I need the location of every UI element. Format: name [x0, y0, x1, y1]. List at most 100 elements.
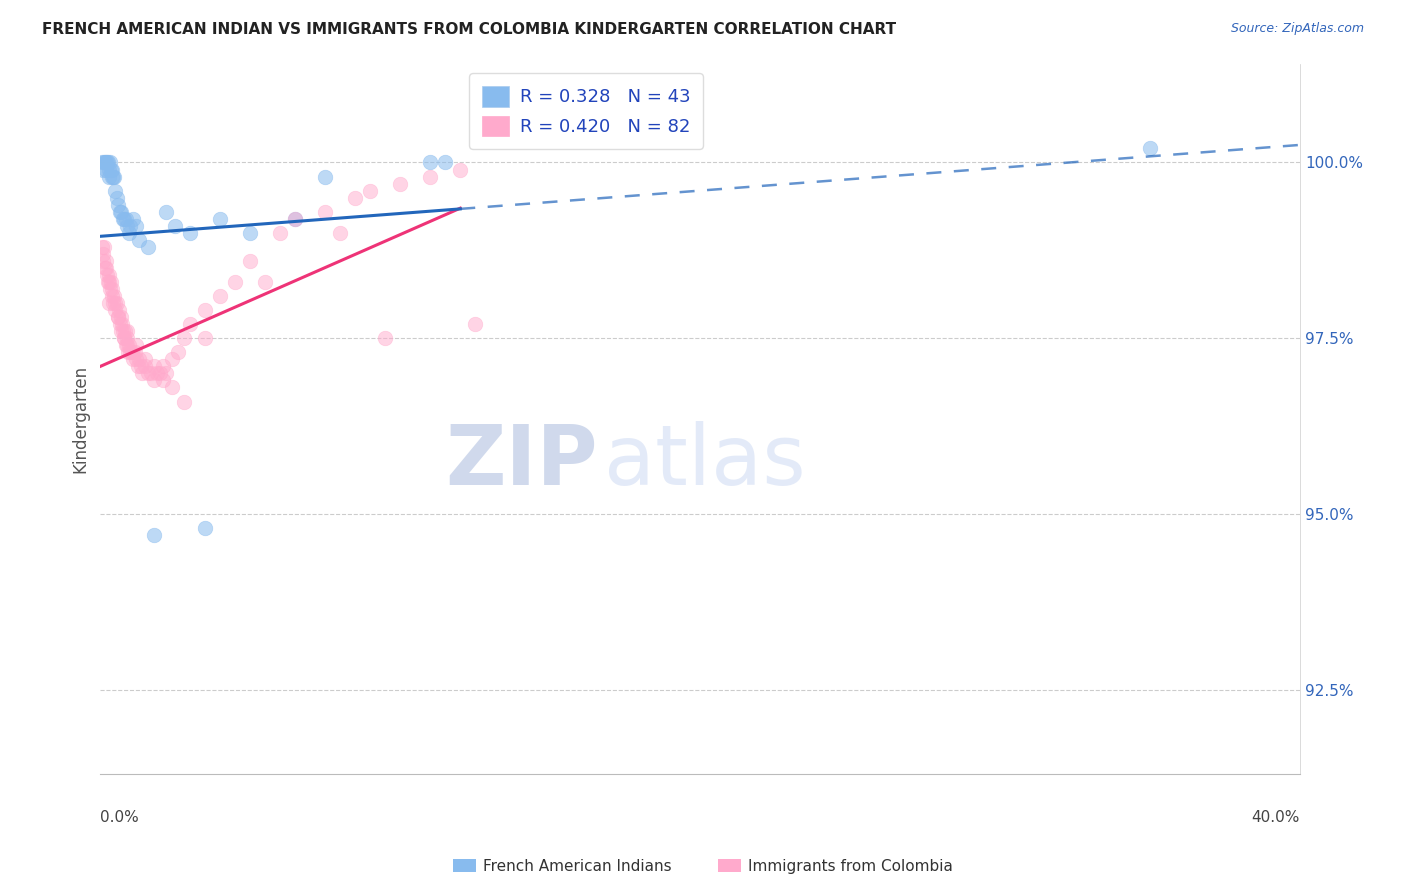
Point — [134, 359, 156, 374]
Point — [419, 155, 441, 169]
Point — [105, 296, 128, 310]
Point — [209, 211, 232, 226]
Point — [108, 204, 131, 219]
Point — [269, 226, 291, 240]
Point — [138, 367, 160, 381]
Point — [124, 345, 146, 359]
Point — [374, 331, 396, 345]
Point — [104, 303, 127, 318]
Point — [104, 184, 127, 198]
Point — [100, 169, 122, 184]
Point — [98, 282, 121, 296]
Point — [94, 254, 117, 268]
Point — [143, 359, 166, 374]
Point — [91, 247, 114, 261]
Point — [129, 359, 152, 374]
Text: 0.0%: 0.0% — [100, 810, 139, 824]
Point — [93, 155, 115, 169]
Point — [90, 240, 112, 254]
Point — [100, 275, 122, 289]
Point — [359, 184, 381, 198]
Point — [97, 268, 120, 282]
Point — [118, 226, 141, 240]
Point — [110, 324, 132, 338]
Point — [128, 352, 150, 367]
Point — [98, 155, 121, 169]
Point — [112, 211, 135, 226]
Point — [110, 204, 132, 219]
Point — [101, 282, 124, 296]
Point — [434, 155, 457, 169]
Y-axis label: Kindergarten: Kindergarten — [72, 365, 89, 473]
Point — [101, 169, 124, 184]
Point — [117, 338, 139, 352]
Point — [179, 226, 201, 240]
Text: 40.0%: 40.0% — [1251, 810, 1301, 824]
Point — [107, 310, 129, 325]
Point — [107, 197, 129, 211]
Point — [314, 204, 336, 219]
Point — [93, 254, 115, 268]
Point — [105, 191, 128, 205]
Point — [100, 162, 122, 177]
Point — [104, 296, 127, 310]
Point — [173, 331, 195, 345]
Point — [152, 359, 174, 374]
Point — [389, 177, 412, 191]
Point — [97, 162, 120, 177]
Point — [146, 367, 169, 381]
Point — [115, 211, 138, 226]
Point — [96, 268, 118, 282]
Point — [112, 331, 135, 345]
Point — [138, 240, 160, 254]
Legend: R = 0.328   N = 43, R = 0.420   N = 82: R = 0.328 N = 43, R = 0.420 N = 82 — [470, 73, 703, 149]
Point — [98, 296, 121, 310]
Point — [120, 345, 142, 359]
Point — [179, 317, 201, 331]
Point — [98, 169, 121, 184]
Point — [155, 204, 177, 219]
Point — [96, 155, 118, 169]
Point — [90, 155, 112, 169]
Point — [464, 317, 486, 331]
Point — [103, 169, 125, 184]
Point — [117, 219, 139, 233]
Point — [194, 331, 217, 345]
Point — [103, 289, 125, 303]
Point — [165, 219, 187, 233]
Point — [284, 211, 307, 226]
Point — [101, 162, 124, 177]
Point — [100, 289, 122, 303]
Point — [115, 331, 138, 345]
Point — [121, 345, 143, 359]
Point — [110, 310, 132, 325]
Point — [108, 317, 131, 331]
Point — [344, 191, 367, 205]
Point — [419, 169, 441, 184]
Point — [117, 345, 139, 359]
Point — [97, 155, 120, 169]
Text: Source: ZipAtlas.com: Source: ZipAtlas.com — [1230, 22, 1364, 36]
Point — [111, 324, 134, 338]
Point — [122, 211, 145, 226]
Point — [284, 211, 307, 226]
Point — [98, 275, 121, 289]
Point — [194, 303, 217, 318]
Point — [167, 345, 190, 359]
Point — [329, 226, 352, 240]
Point — [94, 155, 117, 169]
Point — [128, 233, 150, 247]
Point — [97, 275, 120, 289]
Point — [152, 373, 174, 387]
Point — [173, 394, 195, 409]
Point — [118, 338, 141, 352]
Point — [107, 310, 129, 325]
Point — [125, 352, 148, 367]
Point — [125, 219, 148, 233]
Point — [239, 226, 262, 240]
Point — [1139, 141, 1161, 155]
Point — [134, 352, 156, 367]
Point — [114, 324, 136, 338]
Point — [127, 359, 149, 374]
Point — [143, 373, 166, 387]
